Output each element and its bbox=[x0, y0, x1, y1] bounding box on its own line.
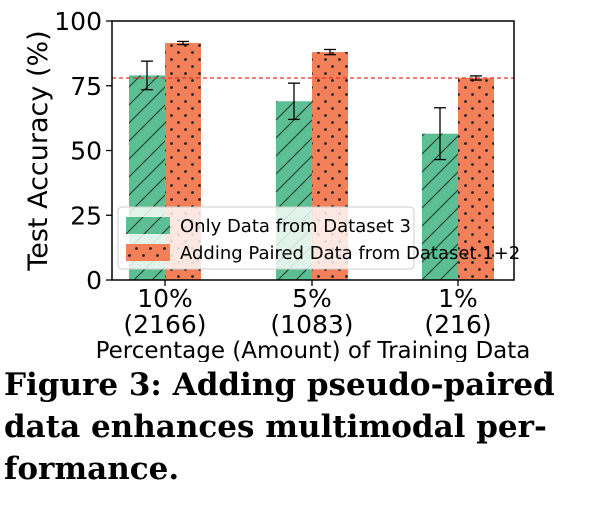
figure-caption: Figure 3: Adding pseudo-paired data enha… bbox=[4, 364, 584, 490]
legend-swatch-2-pattern bbox=[126, 244, 170, 261]
y-tick-label-4: 75 bbox=[70, 72, 102, 101]
x-tick-label-3-line-1: 1% bbox=[438, 284, 478, 313]
caption-line-2: data enhances multimodal per- bbox=[4, 409, 547, 445]
legend-label-1: Only Data from Dataset 3 bbox=[180, 216, 411, 237]
legend-swatch-1-pattern bbox=[126, 217, 170, 234]
caption-line-3: formance. bbox=[4, 451, 180, 487]
x-tick-label-2-line-2: (1083) bbox=[270, 310, 353, 339]
legend-label-2: Adding Paired Data from Dataset 1+2 bbox=[180, 243, 520, 264]
x-tick-label-3-line-2: (216) bbox=[424, 310, 491, 339]
caption-line-1: Figure 3: Adding pseudo-paired bbox=[4, 367, 555, 403]
x-axis-label: Percentage (Amount) of Training Data bbox=[96, 338, 531, 362]
y-tick-label-1: 0 bbox=[86, 266, 102, 295]
y-tick-label-2: 25 bbox=[70, 201, 102, 230]
x-tick-label-2-line-1: 5% bbox=[292, 284, 332, 313]
x-tick-label-1-line-2: (2166) bbox=[123, 310, 206, 339]
y-tick-label-5: 100 bbox=[54, 7, 102, 36]
bar-2-3-pattern bbox=[458, 77, 494, 280]
x-tick-label-1-line-1: 10% bbox=[137, 284, 193, 313]
y-tick-label-3: 50 bbox=[70, 137, 102, 166]
bar-chart: 0 25 50 75 100 10%(2166) 5%(1083) 1%(216)Percen… bbox=[23, 7, 531, 362]
y-axis-label: Test Accuracy (%) bbox=[23, 30, 54, 271]
legend-box bbox=[117, 206, 415, 270]
